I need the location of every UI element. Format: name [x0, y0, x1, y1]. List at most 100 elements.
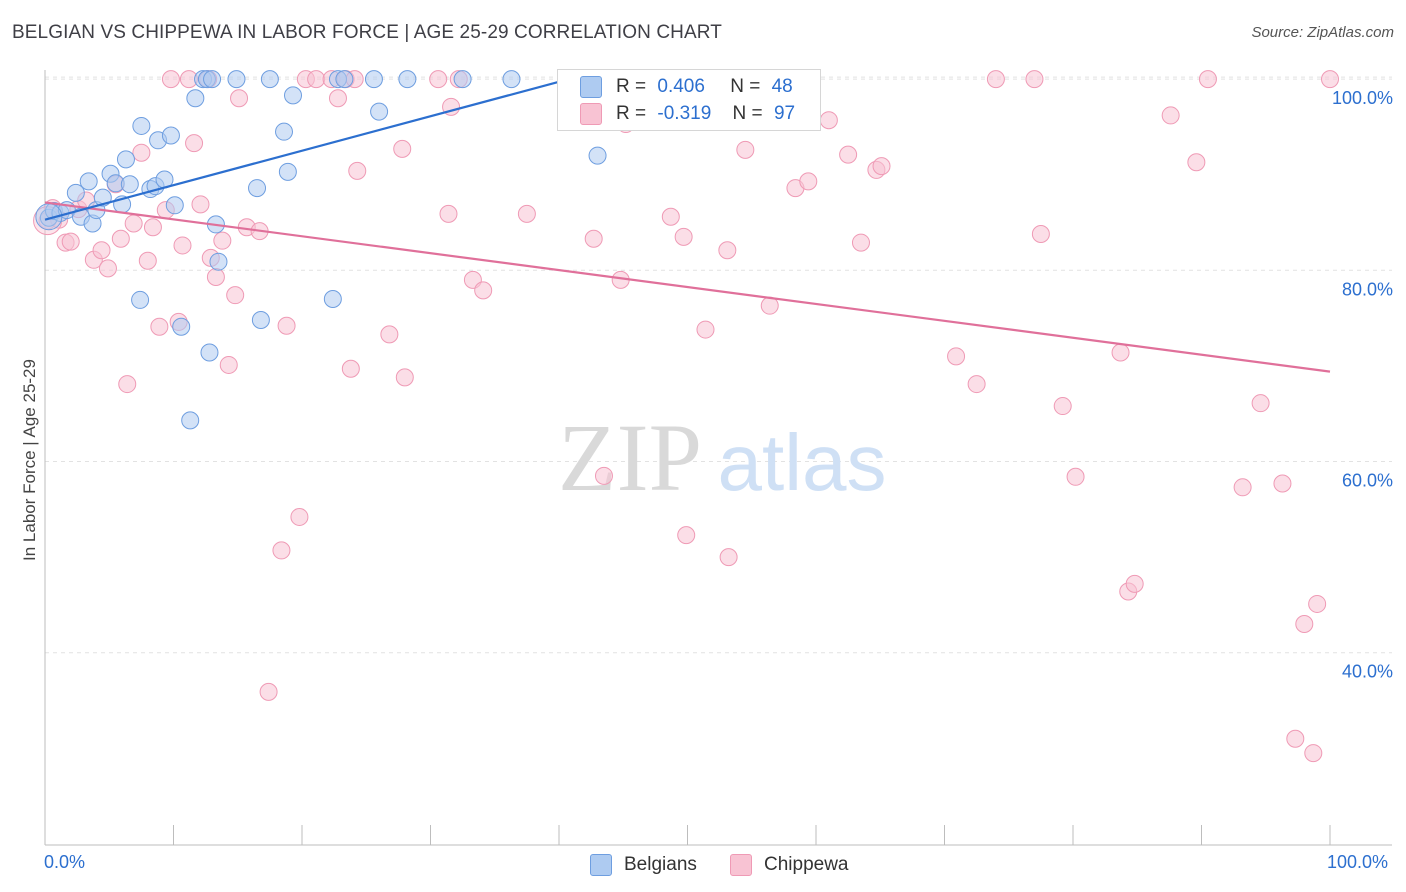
belgian-point-29	[203, 70, 222, 89]
belgian-point-15	[131, 290, 150, 309]
belgian-point-41	[335, 70, 354, 89]
bottom-chippewa-swatch	[730, 854, 752, 876]
belgian-point-38	[284, 86, 303, 105]
belgian-point-39	[323, 289, 342, 308]
chippewa-point-87	[1161, 106, 1180, 125]
belgian-point-47	[588, 146, 607, 165]
belgian-point-31	[209, 252, 228, 271]
y-tick-label-80: 80.0%	[1342, 279, 1393, 299]
chippewa-point-88	[1187, 153, 1206, 172]
chippewa-point-79	[986, 70, 1005, 89]
chippewa-point-62	[661, 207, 680, 226]
y-tick-label-40: 40.0%	[1342, 662, 1393, 682]
chart-title: BELGIAN VS CHIPPEWA IN LABOR FORCE | AGE…	[12, 22, 722, 43]
chippewa-point-11	[111, 229, 130, 248]
bottom-legend-chippewa: Chippewa	[730, 852, 849, 878]
chippewa-point-24	[191, 195, 210, 214]
chippewa-point-55	[517, 204, 536, 223]
belgian-point-16	[132, 116, 151, 135]
chippewa-point-28	[213, 231, 232, 250]
belgian-point-36	[275, 122, 294, 141]
chippewa-point-73	[839, 145, 858, 164]
chippewa-swatch	[580, 103, 602, 125]
belgian-point-24	[181, 411, 200, 430]
chippewa-point-77	[947, 347, 966, 366]
chippewa-point-86	[1125, 574, 1144, 593]
chippewa-point-71	[799, 172, 818, 191]
chippewa-point-27	[206, 267, 225, 286]
chippewa-point-23	[185, 134, 204, 153]
chippewa-point-54	[474, 281, 493, 300]
belgians-n-label: N =	[730, 76, 761, 97]
chippewa-point-14	[132, 143, 151, 162]
chippewa-point-63	[674, 227, 693, 246]
chippewa-point-46	[380, 325, 399, 344]
chippewa-point-64	[677, 526, 696, 545]
axes	[44, 70, 1392, 846]
chippewa-point-9	[98, 259, 117, 278]
chippewa-point-13	[124, 214, 143, 233]
chippewa-point-36	[277, 316, 296, 335]
chippewa-point-72	[819, 111, 838, 130]
chippewa-point-57	[594, 466, 613, 485]
chippewa-point-34	[259, 682, 278, 701]
chippewa-point-96	[1308, 594, 1327, 613]
chippewa-point-56	[584, 229, 603, 248]
belgian-point-33	[248, 179, 267, 198]
belgian-point-42	[364, 70, 383, 89]
source-credit: Source: ZipAtlas.com	[1251, 24, 1394, 41]
chippewa-point-74	[851, 233, 870, 252]
watermark-atlas: atlas	[718, 418, 887, 507]
belgians-r-label: R =	[616, 76, 647, 97]
belgian-point-22	[165, 196, 184, 215]
chippewa-point-45	[348, 161, 367, 180]
chippewa-point-76	[872, 157, 891, 176]
chippewa-point-82	[1053, 397, 1072, 416]
belgian-point-37	[278, 162, 297, 181]
belgian-point-45	[453, 70, 472, 89]
chippewa-point-12	[118, 375, 137, 394]
chippewa-r-value: -0.319	[657, 103, 712, 124]
chippewa-point-30	[226, 286, 245, 305]
chippewa-point-65	[696, 320, 715, 339]
belgians-n-value: 48	[771, 76, 793, 97]
chippewa-point-78	[967, 375, 986, 394]
chippewa-point-17	[150, 317, 169, 336]
chippewa-point-19	[161, 70, 180, 89]
chippewa-point-16	[143, 218, 162, 237]
belgian-point-32	[227, 70, 246, 89]
chippewa-point-91	[1251, 394, 1270, 413]
belgian-point-23	[172, 317, 191, 336]
chippewa-n-value: 97	[773, 103, 796, 124]
chippewa-point-39	[307, 70, 326, 89]
trend-lines	[44, 70, 1331, 373]
bottom-belgians-swatch	[590, 854, 612, 876]
x-tick-label-min: 0.0%	[44, 852, 86, 872]
chippewa-point-66	[718, 241, 737, 260]
chippewa-point-35	[272, 541, 291, 560]
chippewa-n-label: N =	[732, 103, 763, 124]
belgian-point-43	[370, 102, 389, 121]
correlation-legend: R = 0.406 N = 48 R = -0.319 N = 97	[557, 69, 821, 131]
belgian-point-4	[66, 183, 85, 202]
watermark-zip: ZIP	[558, 404, 702, 511]
y-tick-labels: 40.0% 60.0% 80.0% 100.0%	[1332, 88, 1393, 682]
chippewa-point-15	[138, 251, 157, 270]
chippewa-point-68	[736, 140, 755, 159]
chippewa-point-31	[230, 89, 249, 108]
belgian-points	[35, 70, 607, 430]
chippewa-point-41	[328, 89, 347, 108]
belgian-point-35	[260, 70, 279, 89]
chippewa-point-49	[429, 70, 448, 89]
belgians-r-value: 0.406	[657, 76, 705, 97]
chippewa-point-37	[290, 507, 309, 526]
y-tick-label-60: 60.0%	[1342, 471, 1393, 491]
belgian-point-44	[398, 70, 417, 89]
chippewa-point-92	[1273, 474, 1292, 493]
chippewa-point-89	[1198, 70, 1217, 89]
belgian-trend-line	[44, 70, 598, 221]
belgian-point-28	[200, 343, 219, 362]
chippewa-point-50	[439, 204, 458, 223]
chippewa-point-80	[1025, 70, 1044, 89]
chippewa-r-label: R =	[616, 103, 647, 124]
